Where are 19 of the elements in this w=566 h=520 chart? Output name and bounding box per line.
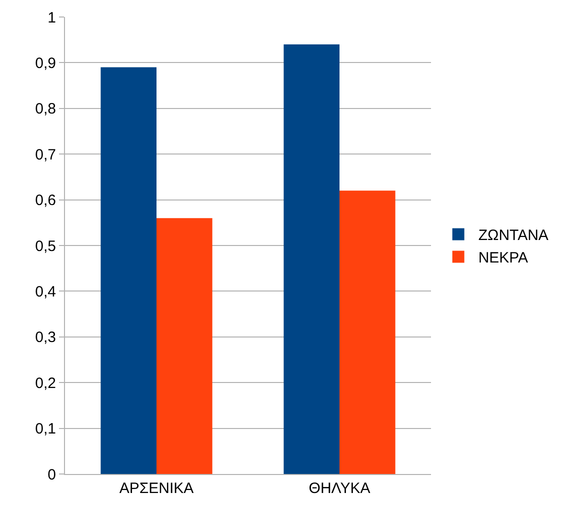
y-tick-label: 0,9 xyxy=(35,54,56,72)
y-tick-label: 0,4 xyxy=(35,283,56,300)
y-tick-label: 0 xyxy=(48,466,56,484)
legend-label: ΝΕΚΡΑ xyxy=(478,250,528,267)
y-tick-label: 0,1 xyxy=(35,420,56,438)
y-tick-label: 0,8 xyxy=(35,100,56,118)
y-tick-label: 0,5 xyxy=(35,238,56,255)
x-tick-label: ΑΡΣΕΝΙΚΑ xyxy=(119,480,194,497)
bar xyxy=(284,44,340,474)
y-tick-label: 0,2 xyxy=(35,374,56,392)
bar xyxy=(156,218,212,474)
legend-label: ΖΩΝΤΑΝΑ xyxy=(478,227,548,244)
x-tick-label: ΘΗΛΥΚΑ xyxy=(308,480,370,497)
y-tick-label: 0,6 xyxy=(35,192,56,210)
bar xyxy=(100,67,156,474)
y-tick-label: 0,7 xyxy=(35,146,56,164)
y-tick-label: 1 xyxy=(48,9,56,26)
y-tick-label: 0,3 xyxy=(35,329,56,346)
bar xyxy=(340,190,396,474)
